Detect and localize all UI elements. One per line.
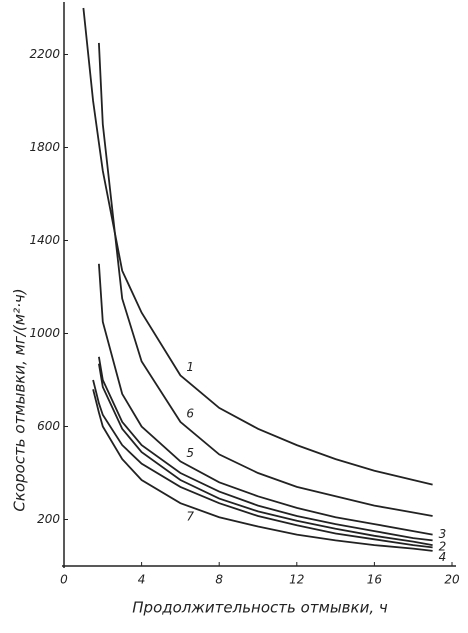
series-line [98,363,433,546]
x-tick-label: 20 [444,573,460,587]
y-tick-label: 200 [37,512,60,526]
series-label: 4 [439,550,447,564]
series-label: 5 [186,446,194,460]
series-line [98,263,433,536]
series-label: 7 [186,510,194,524]
y-tick-label: 1800 [29,140,60,154]
y-axis-label: Скорость отмывки, мг/(м²·ч) [11,288,29,511]
x-axis-label: Продолжительность отмывки, ч [132,599,388,617]
y-tick-label: 1000 [29,326,60,340]
series-label: 6 [186,406,194,420]
x-tick-label: 12 [289,573,304,587]
x-tick-label: 0 [60,573,68,587]
x-tick-label: 16 [367,573,383,587]
series-line [82,7,433,486]
x-tick-label: 8 [215,573,223,587]
series-line [98,356,433,542]
y-tick-label: 600 [37,419,60,433]
x-tick-label: 4 [138,573,146,587]
series-label: 2 [439,540,447,554]
series-line [92,379,433,549]
series-label: 1 [186,360,194,374]
y-tick-label: 1400 [29,233,60,247]
series-line [98,42,433,517]
series-label: 3 [439,527,447,541]
y-tick-label: 2200 [29,47,60,61]
series-line [92,389,433,552]
